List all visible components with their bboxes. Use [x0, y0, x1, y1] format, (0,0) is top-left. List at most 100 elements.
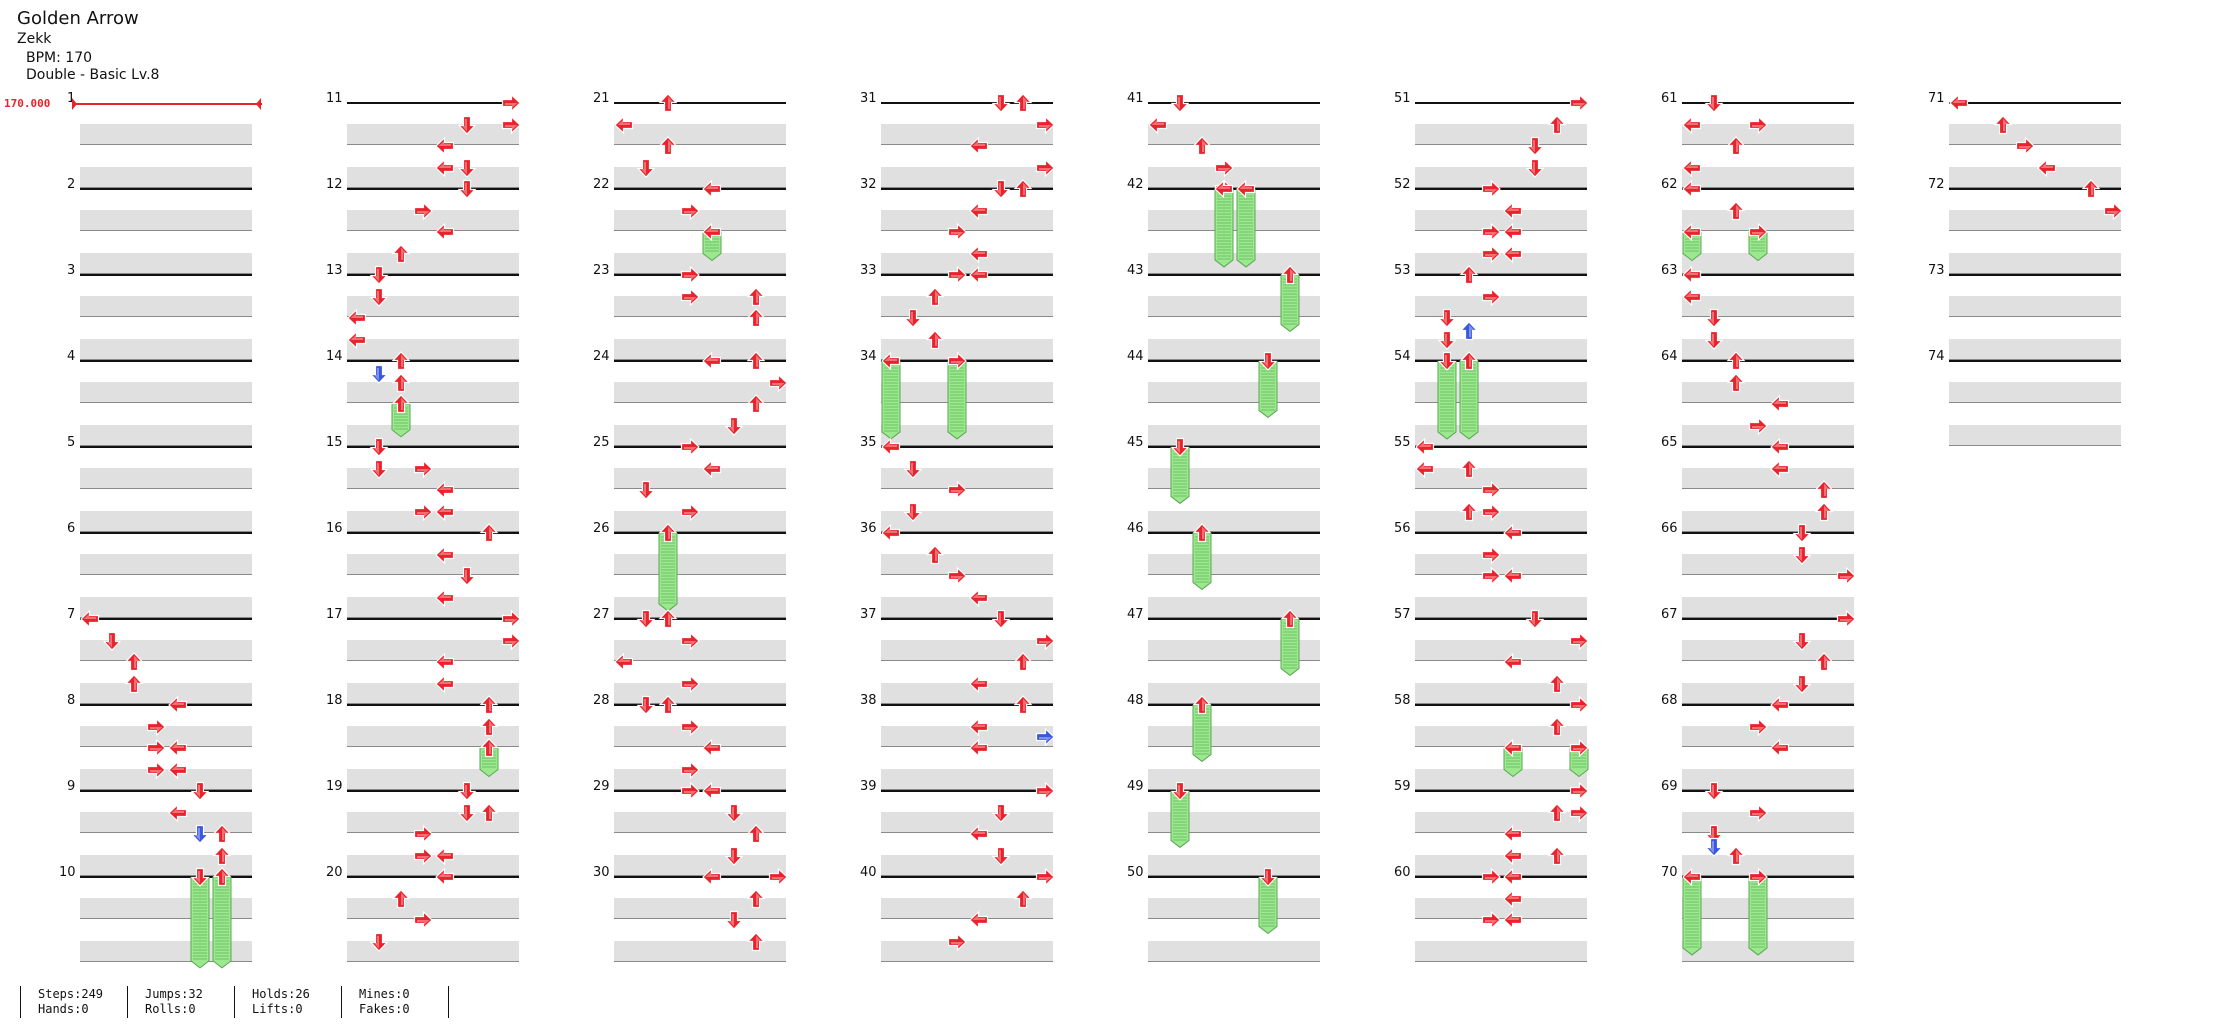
arrow-up-icon: [479, 802, 499, 823]
measure-number: 3: [67, 263, 76, 278]
measure-line: [881, 188, 1053, 190]
arrow-up-icon: [1547, 716, 1567, 737]
arrow-left-icon: [168, 738, 188, 758]
measure-number: 61: [1661, 91, 1678, 106]
arrow-down-icon: [724, 803, 744, 823]
arrow-up-icon: [1459, 321, 1479, 341]
measure-number: 73: [1928, 263, 1945, 278]
arrow-left-icon: [1503, 652, 1523, 672]
stat-rolls: Rolls:0: [145, 1002, 196, 1016]
measure-number: 10: [59, 865, 76, 880]
stat-steps: Steps:249: [38, 987, 104, 1001]
beat-band: [1949, 210, 2121, 231]
arrow-up-icon: [1192, 523, 1212, 543]
beat-band: [347, 726, 519, 747]
measure-line: [1148, 704, 1320, 706]
measure-number: 63: [1661, 263, 1678, 278]
beat-band: [347, 425, 519, 446]
arrow-up-icon: [1726, 136, 1746, 156]
measure-number: 19: [326, 779, 343, 794]
measure-line: [1415, 532, 1587, 534]
arrow-right-icon: [1035, 781, 1055, 801]
arrow-left-icon: [1503, 222, 1523, 242]
measure-line: [1148, 274, 1320, 276]
measure-number: 57: [1394, 607, 1411, 622]
arrow-right-icon: [413, 201, 433, 221]
arrow-up-icon: [1547, 114, 1567, 135]
arrow-up-icon: [658, 93, 678, 113]
beat-band: [1415, 468, 1587, 489]
arrow-up-icon: [2081, 179, 2101, 199]
arrow-left-icon: [1236, 179, 1256, 199]
arrow-left-icon: [702, 738, 722, 758]
bpm-change-marker: 170.000: [4, 97, 51, 110]
measure-number: 34: [860, 349, 877, 364]
arrow-right-icon: [680, 201, 700, 221]
arrow-right-icon: [1569, 631, 1589, 651]
arrow-right-icon: [1569, 695, 1589, 715]
beat-band: [1148, 511, 1320, 532]
beat-band: [1415, 296, 1587, 317]
arrow-down-icon: [903, 459, 923, 479]
beat-band: [1682, 124, 1854, 145]
arrow-down-icon: [457, 158, 477, 178]
measure-line: [614, 532, 786, 534]
hold-note: [1258, 876, 1278, 938]
hold-note: [190, 876, 210, 973]
beat-band: [1682, 855, 1854, 876]
measure-line: [1148, 790, 1320, 792]
arrow-left-icon: [1682, 867, 1702, 887]
measure-line: [347, 618, 519, 620]
measure-number: 1: [67, 91, 76, 106]
arrow-down-icon: [1704, 93, 1724, 113]
arrow-right-icon: [1481, 480, 1501, 500]
beat-band: [1415, 898, 1587, 919]
measure-line: [614, 188, 786, 190]
measure-line: [1148, 102, 1320, 104]
arrow-up-icon: [212, 824, 232, 844]
arrow-down-icon: [1437, 308, 1457, 328]
bpm-change-line: [72, 103, 262, 105]
measure-number: 46: [1127, 521, 1144, 536]
measure-line: [347, 532, 519, 534]
beat-band: [881, 554, 1053, 575]
arrow-down-icon: [1170, 781, 1190, 801]
measure-line: [881, 704, 1053, 706]
beat-band: [1682, 640, 1854, 661]
measure-number: 29: [593, 779, 610, 794]
arrow-right-icon: [680, 631, 700, 651]
beat-band: [1949, 339, 2121, 360]
arrow-left-icon: [1415, 437, 1435, 457]
beat-band: [1682, 683, 1854, 704]
arrow-right-icon: [680, 760, 700, 780]
beat-band: [1949, 382, 2121, 403]
arrow-up-icon: [1459, 265, 1479, 285]
measure-line: [347, 102, 519, 104]
measure-line: [881, 790, 1053, 792]
arrow-right-icon: [1035, 867, 1055, 887]
measure-line: [80, 618, 252, 620]
arrow-left-icon: [702, 222, 722, 242]
hold-note: [1170, 446, 1190, 508]
arrow-left-icon: [1682, 265, 1702, 285]
beat-band: [1682, 726, 1854, 747]
measure-line: [347, 188, 519, 190]
arrow-left-icon: [881, 523, 901, 543]
beat-band: [881, 253, 1053, 274]
beat-band: [881, 597, 1053, 618]
song-artist: Zekk: [17, 31, 52, 47]
arrow-right-icon: [413, 502, 433, 522]
arrow-down-icon: [1525, 609, 1545, 629]
arrow-up-icon: [658, 136, 678, 156]
measure-line: [80, 188, 252, 190]
measure-number: 50: [1127, 865, 1144, 880]
arrow-left-icon: [614, 115, 634, 135]
arrow-right-icon: [1569, 93, 1589, 113]
beat-band: [1415, 769, 1587, 790]
stat-fakes: Fakes:0: [359, 1002, 410, 1016]
arrow-left-icon: [435, 867, 455, 887]
measure-number: 25: [593, 435, 610, 450]
stats-bar: Steps:249 Hands:0 Jumps:32 Rolls:0 Holds…: [0, 980, 500, 1024]
arrow-down-icon: [1525, 158, 1545, 178]
beat-band: [1682, 898, 1854, 919]
